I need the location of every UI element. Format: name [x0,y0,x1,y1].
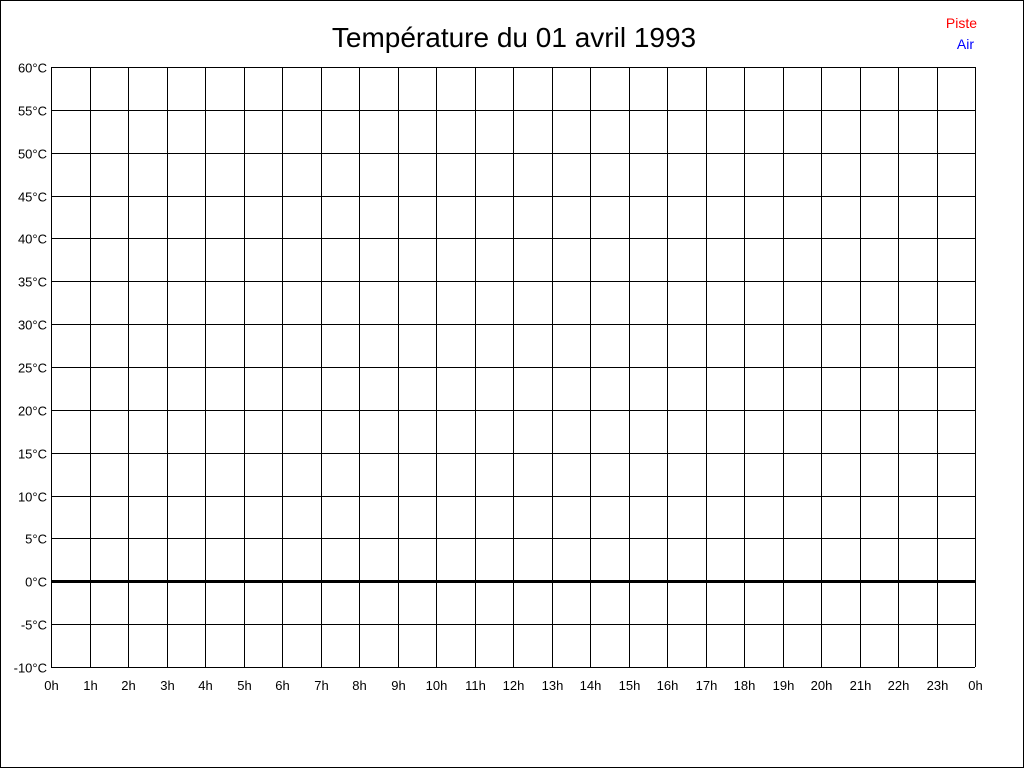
x-tick-label: 16h [657,678,679,693]
x-tick-label: 15h [619,678,641,693]
x-tick-label: 10h [426,678,448,693]
x-tick-label: 18h [734,678,756,693]
y-tick-label: -10°C [14,661,47,676]
x-tick-label: 7h [314,678,328,693]
y-tick-label: 0°C [25,575,47,590]
x-tick-label: 12h [503,678,525,693]
x-tick-label: 3h [160,678,174,693]
y-tick-label: 35°C [18,275,47,290]
legend-air: Air [957,36,974,52]
x-tick-label: 22h [888,678,910,693]
y-tick-label: -5°C [21,618,47,633]
y-tick-label: 30°C [18,318,47,333]
y-tick-label: 20°C [18,404,47,419]
x-tick-label: 0h [968,678,982,693]
y-tick-label: 60°C [18,61,47,76]
x-tick-label: 2h [121,678,135,693]
x-tick-label: 19h [773,678,795,693]
x-tick-label: 11h [465,678,486,693]
x-tick-label: 23h [927,678,949,693]
x-tick-label: 1h [83,678,97,693]
x-tick-label: 6h [275,678,289,693]
y-tick-label: 5°C [25,532,47,547]
x-tick-label: 9h [391,678,405,693]
x-tick-label: 20h [811,678,833,693]
x-tick-label: 13h [542,678,564,693]
x-tick-label: 8h [352,678,366,693]
x-tick-label: 17h [696,678,718,693]
y-tick-label: 45°C [18,190,47,205]
y-tick-label: 25°C [18,361,47,376]
y-tick-label: 15°C [18,447,47,462]
y-tick-label: 50°C [18,147,47,162]
legend-piste: Piste [946,15,977,31]
chart-title: Température du 01 avril 1993 [332,22,696,53]
x-tick-label: 5h [237,678,251,693]
x-tick-label: 4h [198,678,212,693]
y-tick-label: 40°C [18,232,47,247]
y-tick-label: 55°C [18,104,47,119]
x-tick-label: 0h [44,678,58,693]
x-tick-label: 14h [580,678,602,693]
x-tick-label: 21h [850,678,872,693]
y-tick-label: 10°C [18,490,47,505]
